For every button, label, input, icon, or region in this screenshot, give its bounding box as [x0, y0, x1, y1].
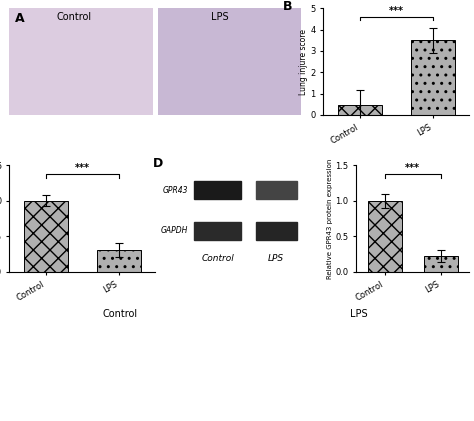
FancyBboxPatch shape [9, 8, 153, 115]
Y-axis label: Relative GPR43 protein expression: Relative GPR43 protein expression [327, 158, 333, 279]
Text: LPS: LPS [350, 309, 367, 319]
Text: LPS: LPS [268, 254, 284, 263]
Text: LPS: LPS [211, 12, 228, 21]
Bar [193, 222, 241, 240]
Text: ***: *** [389, 6, 404, 16]
Bar [424, 256, 458, 272]
Text: A: A [15, 12, 25, 24]
Text: B: B [283, 0, 292, 13]
Bar [338, 105, 382, 115]
Bar [193, 181, 241, 199]
Text: Control: Control [56, 12, 91, 21]
Text: Control: Control [102, 309, 137, 319]
Text: Control: Control [201, 254, 234, 263]
Bar [256, 222, 297, 240]
Text: GPR43: GPR43 [163, 186, 188, 195]
Text: GAPDH: GAPDH [161, 226, 188, 235]
Bar [411, 40, 455, 115]
Bar [368, 201, 401, 272]
Text: D: D [153, 157, 163, 170]
Bar [256, 181, 297, 199]
Y-axis label: Lung injure score: Lung injure score [299, 29, 308, 95]
Text: ***: *** [75, 163, 90, 173]
Bar [24, 201, 68, 272]
Bar [97, 250, 141, 272]
FancyBboxPatch shape [158, 8, 301, 115]
Text: ***: *** [405, 163, 420, 173]
